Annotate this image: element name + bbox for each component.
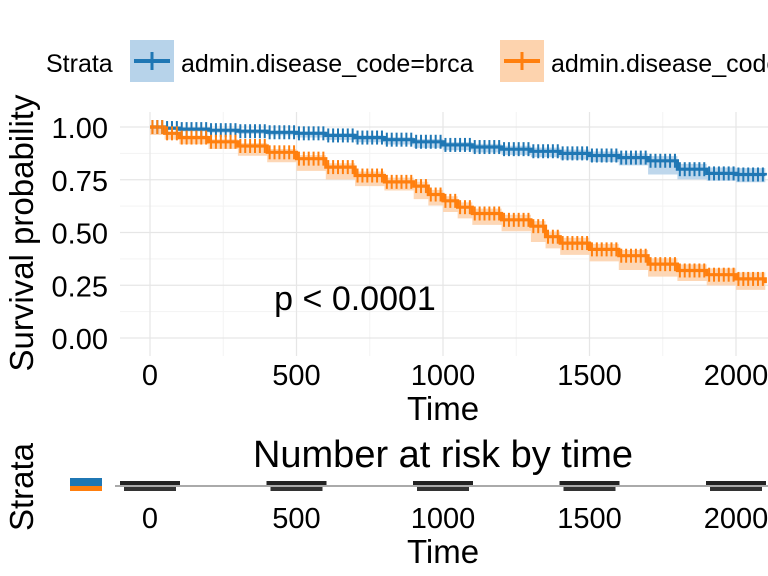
- risk-cell-row-2-4: [710, 487, 762, 491]
- p-value-annotation: p < 0.0001: [274, 280, 436, 318]
- risk-x-tick-label-0: 0: [142, 503, 158, 535]
- risk-table-title: Number at risk by time: [253, 434, 633, 476]
- x-axis-title: Time: [407, 390, 479, 427]
- censor-marks: [151, 120, 764, 286]
- y-tick-label-4: 1.00: [52, 113, 108, 145]
- risk-x-tick-label-1: 500: [272, 503, 320, 535]
- risk-cell-row-2-1: [270, 487, 323, 491]
- risk-table-x-title: Time: [407, 533, 479, 570]
- risk-row-brca-key: [70, 478, 102, 486]
- survival-curve-brca: [150, 125, 767, 177]
- risk-cell-row-2-0: [124, 487, 176, 491]
- x-tick-label-3: 1500: [557, 360, 622, 392]
- risk-x-tick-label-3: 1500: [557, 503, 622, 535]
- x-axis-ticks: 0 500 1000 1500 2000: [142, 360, 768, 392]
- legend-label-ov: admin.disease_code=ov: [551, 50, 768, 78]
- risk-table-cells: [115, 481, 768, 491]
- legend-item-brca[interactable]: admin.disease_code=brca: [130, 40, 474, 82]
- risk-cell-row-2-2: [417, 487, 469, 491]
- risk-x-tick-label-4: 2000: [704, 503, 768, 535]
- risk-cell-row-1-2: [413, 481, 473, 485]
- survival-curves: [150, 125, 767, 284]
- risk-x-tick-label-2: 1000: [411, 503, 476, 535]
- survival-curve-ov: [150, 125, 767, 284]
- risk-cell-row-1-4: [706, 481, 766, 485]
- risk-cell-row-1-3: [559, 481, 620, 485]
- risk-cell-row-1-0: [120, 481, 180, 485]
- y-tick-label-3: 0.75: [52, 166, 108, 198]
- legend-title: Strata: [46, 50, 113, 78]
- x-tick-label-2: 1000: [411, 360, 476, 392]
- x-tick-label-1: 500: [272, 360, 320, 392]
- risk-table: Number at risk by time Strata 0 500 1000 15…: [3, 434, 768, 570]
- y-axis-ticks: 0.00 0.25 0.50 0.75 1.00: [52, 113, 108, 356]
- risk-table-y-title: Strata: [3, 442, 40, 531]
- risk-table-x-ticks: 0 500 1000 1500 2000: [142, 503, 768, 535]
- survival-plot: 0.00 0.25 0.50 0.75 1.00 0 500 1000 1500 2000 p …: [3, 94, 768, 427]
- x-tick-label-0: 0: [142, 360, 158, 392]
- y-tick-label-2: 0.50: [52, 219, 108, 251]
- legend-label-brca: admin.disease_code=brca: [181, 50, 474, 78]
- risk-row-ov-key: [70, 486, 102, 491]
- y-tick-label-1: 0.25: [52, 271, 108, 303]
- risk-cell-row-2-3: [563, 487, 616, 491]
- x-tick-label-4: 2000: [704, 360, 768, 392]
- y-axis-title: Survival probability: [3, 94, 40, 371]
- risk-cell-row-1-1: [266, 481, 327, 485]
- legend: Strata admin.disease_code=brca admin.dis…: [46, 40, 768, 82]
- legend-item-ov[interactable]: admin.disease_code=ov: [500, 40, 768, 82]
- y-tick-label-0: 0.00: [52, 324, 108, 356]
